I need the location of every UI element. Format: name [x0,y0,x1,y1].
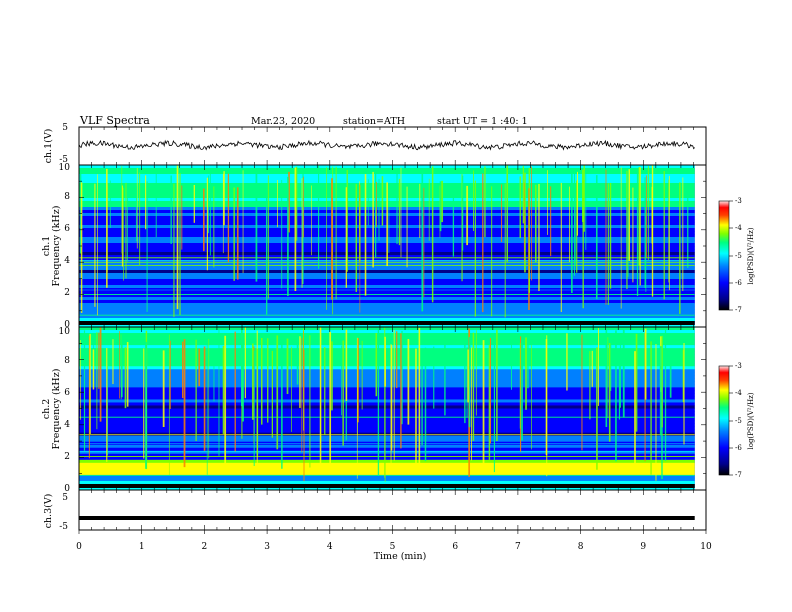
s2-ytick-0: 0 [64,484,70,494]
cb2-tick-5: -5 [735,417,742,425]
xtick-2: 2 [202,542,208,552]
xtick-10: 10 [700,542,712,552]
ch1-colorbar-ticks [729,200,733,311]
ch1-spectrogram-image [79,165,695,328]
ch1-waveform-line [78,139,695,151]
s2-ylabel-channel: ch.2 [41,399,52,420]
ch1-ytick-5: 5 [62,123,68,133]
ch1-colorbar [718,200,730,311]
s1-ylabel-frequency: Frequency (kHz) [51,206,62,287]
s1-ytick-0: 0 [64,320,70,330]
s1-ylabel-channel: ch.1 [41,236,52,257]
xtick-9: 9 [640,542,646,552]
ch2-colorbar [718,365,730,476]
ch1-ylabel: ch.1(V) [43,129,54,164]
s2-ytick-8: 8 [64,356,70,366]
ch3-ytick-5: 5 [62,493,68,503]
ch3-ytick-neg5: -5 [59,522,68,532]
cb1-tick-6: -6 [735,279,742,287]
cb1-tick-3: -3 [735,197,742,205]
s2-ytick-6: 6 [64,388,70,398]
xtick-6: 6 [452,542,458,552]
header-date: Mar.23, 2020 [251,116,315,127]
ch1-ytick-neg5: -5 [59,155,68,165]
cb2-label: log(PSD)(V²/Hz) [747,392,755,449]
figure-title: VLF Spectra [79,114,150,127]
xtick-7: 7 [515,542,521,552]
s1-ytick-10: 10 [59,163,71,173]
cb2-tick-4: -4 [735,389,742,397]
ch3-waveform-frame [78,489,707,531]
cb2-tick-3: -3 [735,362,742,370]
cb2-tick-7: -7 [735,471,742,479]
x-axis-label: Time (min) [374,551,427,562]
xtick-3: 3 [264,542,270,552]
cb2-tick-6: -6 [735,444,742,452]
s1-ytick-2: 2 [64,288,70,298]
xtick-5: 5 [390,542,396,552]
ch1-waveform-trace [78,139,695,151]
s1-ytick-8: 8 [64,192,70,202]
s2-ylabel-frequency: Frequency (kHz) [51,369,62,450]
cb1-tick-4: -4 [735,224,742,232]
axis-ticks [78,127,707,534]
ch1-waveform-frame [78,126,707,166]
ch2-colorbar-ticks [729,365,733,476]
ch2-spectrogram-image [79,327,695,491]
cb1-label: log(PSD)(V²/Hz) [747,227,755,284]
ch3-ylabel: ch.3(V) [43,494,54,529]
s2-ytick-10: 10 [59,327,71,337]
xtick-8: 8 [578,542,584,552]
s1-ytick-4: 4 [64,256,70,266]
cb1-tick-5: -5 [735,252,742,260]
xtick-1: 1 [139,542,145,552]
cb1-tick-7: -7 [735,306,742,314]
s2-ytick-4: 4 [64,420,70,430]
xtick-4: 4 [327,542,333,552]
xtick-0: 0 [76,542,82,552]
x-tick-labels: 0 1 2 3 4 5 6 7 8 9 10 [76,542,712,552]
s1-ytick-6: 6 [64,224,70,234]
header-start-time: start UT = 1 :40: 1 [437,116,528,127]
s2-ytick-2: 2 [64,452,70,462]
header-station: station=ATH [343,116,405,127]
